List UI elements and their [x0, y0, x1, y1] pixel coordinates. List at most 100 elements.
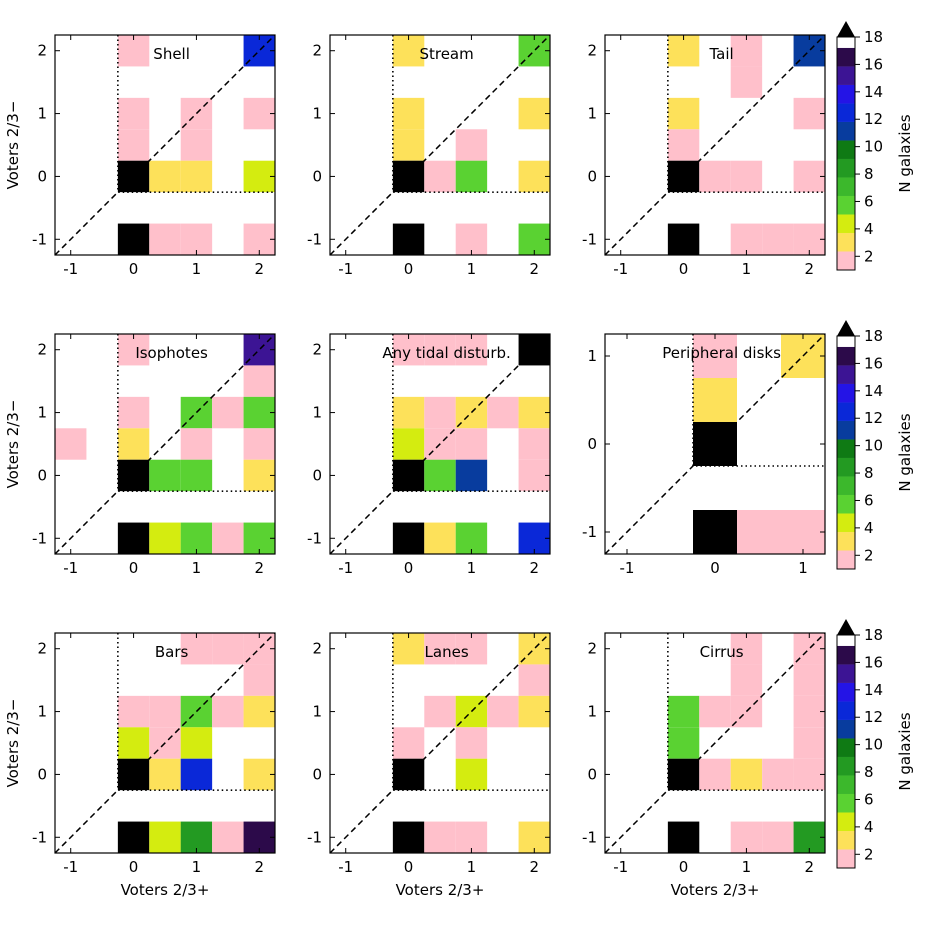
heatmap-cell [149, 821, 181, 853]
x-tick-label: 2 [530, 858, 540, 876]
heatmap-cell [424, 821, 456, 853]
x-tick-label: 0 [404, 559, 414, 577]
colorbar-segment [837, 531, 855, 551]
y-tick-label: 2 [312, 341, 322, 359]
axes-frame [604, 632, 826, 854]
x-tick-label: 2 [255, 260, 265, 278]
heatmap-cell [730, 664, 763, 696]
heatmap-cell [793, 758, 825, 791]
heatmap-cell [424, 160, 456, 193]
heatmap-cell [730, 66, 763, 98]
x-tick-label: 0 [710, 559, 720, 577]
heatmap-cell [699, 160, 731, 193]
colorbar-tick-label: 8 [864, 464, 874, 482]
heatmap-cell [392, 428, 425, 460]
colorbar-tick-label: 18 [864, 28, 883, 46]
x-axis-label: Voters 2/3+ [671, 881, 760, 899]
diagonal-dashed-line [604, 632, 826, 854]
x-tick-label: 2 [530, 559, 540, 577]
heatmap-panel-3: -1 0 1 2 -1 0 1 2 Tail [582, 34, 826, 278]
y-tick-label: 0 [587, 435, 597, 453]
colorbar-tick-label: 16 [864, 653, 883, 671]
y-tick-label: -1 [582, 828, 597, 846]
x-tick-label: -1 [338, 858, 353, 876]
heatmap-cell [667, 129, 700, 161]
colorbar-segment [837, 365, 855, 384]
axes-frame [54, 632, 276, 854]
colorbar-segment [837, 232, 855, 252]
x-tick-label: -1 [613, 858, 628, 876]
heatmap-cell [730, 633, 763, 665]
x-tick-label: 1 [192, 559, 202, 577]
x-tick-label: 0 [129, 559, 139, 577]
y-tick-label: 2 [37, 640, 47, 658]
y-tick-label: 1 [37, 404, 47, 422]
x-tick-label: 0 [679, 260, 689, 278]
heatmap-cell [117, 428, 150, 460]
colorbar-tick-label: 14 [864, 382, 883, 400]
colorbar-2: 2 4 6 8 10 12 14 16 18 N galaxies [836, 320, 914, 570]
heatmap-cell [693, 510, 737, 554]
x-tick-label: -1 [63, 858, 78, 876]
panel-title: Stream [419, 45, 473, 63]
heatmap-cell [117, 223, 150, 255]
colorbar-segment [837, 84, 855, 104]
colorbar-extend-arrow [837, 320, 855, 336]
heatmap-cell [392, 522, 425, 554]
colorbar-tick-label: 8 [864, 165, 874, 183]
heatmap-cell [455, 633, 488, 665]
panel-title: Isophotes [135, 344, 208, 362]
colorbar-segment [837, 439, 855, 458]
heatmap-cell [243, 396, 275, 429]
colorbar-segment [837, 701, 855, 720]
heatmap-cell [693, 334, 737, 378]
colorbar-tick-label: 14 [864, 83, 883, 101]
x-tick-label: 0 [404, 260, 414, 278]
y-axis-label: Voters 2/3− [4, 699, 22, 788]
y-tick-label: -1 [307, 230, 322, 248]
heatmap-cell [212, 396, 244, 429]
y-tick-label: 0 [37, 466, 47, 484]
panel-title: Shell [153, 45, 190, 63]
colorbar-tick-label: 10 [864, 437, 883, 455]
colorbar-segment [837, 830, 855, 850]
colorbar-tick-label: 18 [864, 626, 883, 644]
y-tick-label: 2 [587, 42, 597, 60]
heatmap-cell [180, 633, 213, 665]
heatmap-cell [424, 522, 456, 554]
heatmap-cell [243, 365, 275, 397]
panel-title: Tail [708, 45, 733, 63]
x-tick-label: 1 [467, 260, 477, 278]
heatmap-cell [243, 160, 275, 193]
heatmap-cell [180, 821, 213, 853]
colorbar-segment [837, 812, 855, 831]
heatmap-cell [243, 758, 275, 791]
heatmap-cell [667, 97, 700, 130]
heatmap-cell [762, 223, 794, 255]
heatmap-panel-1: -1 0 1 2 -1 0 1 2 Shell Voters 2/3− [4, 34, 276, 278]
heatmap-cell [212, 633, 244, 665]
colorbar-tick-label: 2 [864, 845, 874, 863]
colorbar-tick-label: 12 [864, 110, 883, 128]
y-tick-label: 0 [37, 765, 47, 783]
colorbar-tick-label: 8 [864, 763, 874, 781]
y-tick-label: 1 [312, 703, 322, 721]
x-tick-label: 2 [805, 858, 815, 876]
x-tick-label: 1 [467, 559, 477, 577]
y-tick-label: 0 [37, 167, 47, 185]
heatmap-panel-6: -1 0 1 -1 0 1 Peripheral disks [582, 333, 826, 577]
panel-title: Peripheral disks [662, 344, 781, 362]
heatmap-cell [424, 633, 456, 665]
colorbar-segment [837, 140, 855, 159]
heatmap-cell [455, 223, 488, 255]
diagonal-dashed-line [54, 632, 276, 854]
heatmap-cell [392, 633, 425, 665]
heatmap-cell [243, 522, 275, 554]
x-tick-label: -1 [620, 559, 635, 577]
heatmap-cell [243, 428, 275, 460]
colorbar-segment [837, 177, 855, 196]
heatmap-panel-8: -1 0 1 2 -1 0 1 2 Lanes Voters 2/3+ [307, 632, 551, 899]
colorbar-tick-label: 4 [864, 818, 874, 836]
y-tick-label: 1 [587, 703, 597, 721]
colorbar-label: N galaxies [896, 413, 914, 491]
